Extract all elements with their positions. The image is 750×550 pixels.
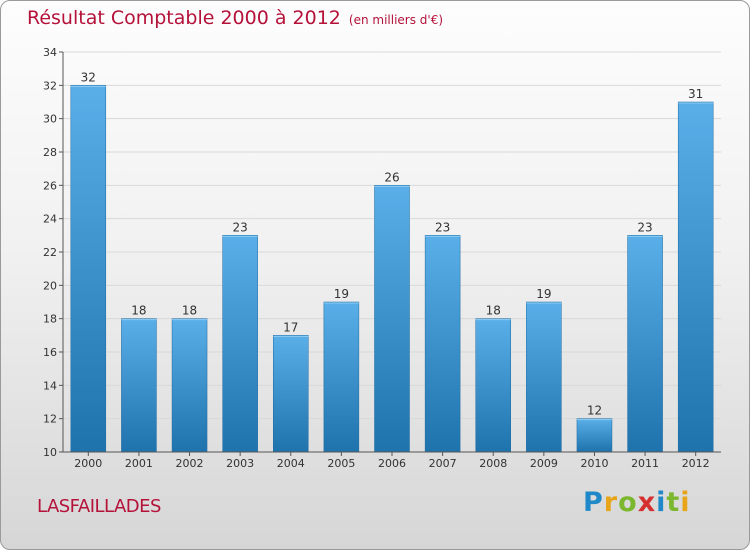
y-tick-label: 18 <box>43 313 57 326</box>
data-label-2004: 17 <box>283 320 298 334</box>
data-label-2010: 12 <box>587 404 602 418</box>
data-label-2001: 18 <box>131 304 146 318</box>
y-tick-label: 16 <box>43 346 57 359</box>
logo-letter: i <box>680 487 691 518</box>
bar-2008[interactable] <box>475 318 511 453</box>
logo-letter: r <box>603 487 619 518</box>
x-tick-label-2002: 2002 <box>176 457 204 470</box>
bar-2002[interactable] <box>171 318 208 453</box>
bar-2012[interactable] <box>677 101 714 453</box>
proxiti-logo[interactable]: Proxiti <box>583 487 691 518</box>
y-tick-label: 28 <box>43 146 57 159</box>
y-tick-label: 22 <box>43 246 57 259</box>
bar-2009[interactable] <box>526 301 562 453</box>
data-label-2003: 23 <box>233 220 248 234</box>
x-tick-label-2009: 2009 <box>530 457 558 470</box>
bar-2003[interactable] <box>222 235 258 453</box>
y-tick-label: 12 <box>43 413 57 426</box>
bar-2001[interactable] <box>121 318 157 453</box>
y-tick-label: 24 <box>43 213 57 226</box>
x-tick-label-2010: 2010 <box>580 457 608 470</box>
data-label-2008: 18 <box>486 304 501 318</box>
logo-letter: o <box>618 487 638 518</box>
logo-letter: x <box>637 487 657 518</box>
data-label-2006: 26 <box>384 170 399 184</box>
logo-letter: t <box>666 487 681 518</box>
bar-2004[interactable] <box>273 335 309 453</box>
data-label-2005: 19 <box>334 287 349 301</box>
x-tick-label-2006: 2006 <box>378 457 406 470</box>
x-tick-label-2008: 2008 <box>479 457 507 470</box>
logo-letter: i <box>656 487 667 518</box>
y-tick-label: 20 <box>43 279 57 292</box>
bar-2000[interactable] <box>70 85 107 453</box>
x-tick-label-2000: 2000 <box>74 457 102 470</box>
location-name: LASFAILLADES <box>37 496 161 517</box>
bars: 32 18 18 23 17 19 26 23 18 19 12 23 31 <box>70 70 714 453</box>
data-label-2000: 32 <box>81 70 96 84</box>
data-label-2002: 18 <box>182 304 197 318</box>
x-tick-label-2011: 2011 <box>631 457 659 470</box>
bar-2010[interactable] <box>576 418 613 453</box>
y-tick-label: 30 <box>43 113 57 126</box>
x-tick-label-2005: 2005 <box>327 457 355 470</box>
x-tick-label-2004: 2004 <box>277 457 305 470</box>
x-tick-label-2003: 2003 <box>226 457 254 470</box>
data-label-2009: 19 <box>536 287 551 301</box>
chart-title: Résultat Comptable 2000 à 2012 (en millie… <box>27 7 443 29</box>
bar-2005[interactable] <box>323 301 360 453</box>
y-tick-label: 34 <box>43 46 57 59</box>
bar-2011[interactable] <box>627 235 663 453</box>
chart-title-unit: (en milliers d'€) <box>348 13 444 27</box>
y-tick-label: 14 <box>43 379 57 392</box>
logo-letter: P <box>583 487 604 518</box>
y-tick-label: 10 <box>43 446 57 459</box>
x-tick-label-2012: 2012 <box>682 457 710 470</box>
chart-title-main: Résultat Comptable 2000 à 2012 <box>27 7 341 29</box>
data-label-2007: 23 <box>435 220 450 234</box>
x-tick-label-2001: 2001 <box>125 457 153 470</box>
bar-2007[interactable] <box>424 235 461 453</box>
y-tick-label: 32 <box>43 79 57 92</box>
data-label-2011: 23 <box>637 220 652 234</box>
data-label-2012: 31 <box>688 87 703 101</box>
bar-2006[interactable] <box>374 185 410 453</box>
axes: 10 12 14 16 18 20 22 24 26 28 30 32 34 2000 2001 2002 20… <box>43 46 721 470</box>
y-tick-label: 26 <box>43 179 57 192</box>
x-tick-label-2007: 2007 <box>429 457 457 470</box>
